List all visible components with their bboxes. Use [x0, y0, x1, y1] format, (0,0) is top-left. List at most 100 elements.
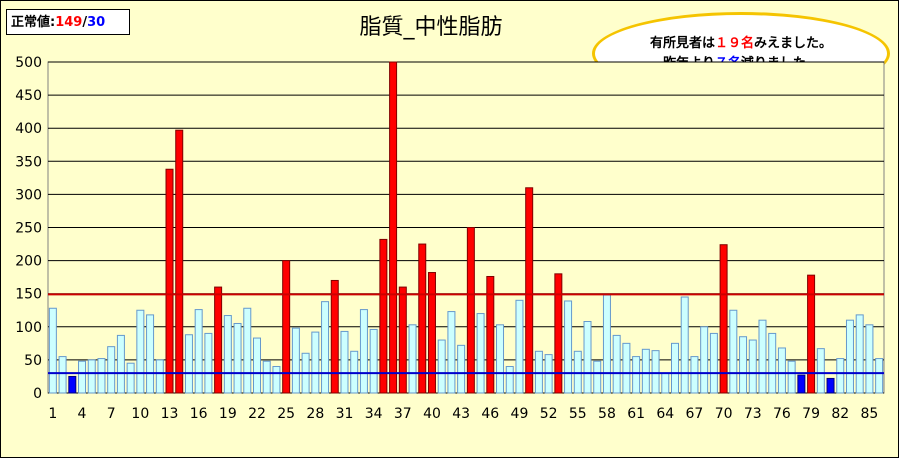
bar-high	[418, 243, 427, 394]
bar-normal	[194, 309, 203, 394]
bar-high	[282, 260, 291, 394]
bar-normal	[777, 347, 786, 394]
x-tick-label: 52	[540, 406, 558, 422]
bar-normal	[321, 301, 330, 394]
x-tick-label: 70	[715, 406, 733, 422]
bar-normal	[48, 307, 57, 394]
y-tick-label: 50	[24, 353, 42, 369]
bar-high	[165, 168, 174, 394]
bar-normal	[204, 332, 213, 394]
x-tick-label: 31	[336, 406, 354, 422]
bar-normal	[291, 327, 300, 394]
bar-normal	[311, 331, 320, 394]
bar-normal	[748, 339, 757, 394]
bar-normal	[690, 356, 699, 394]
y-tick-label: 500	[15, 55, 42, 71]
bar-normal	[612, 334, 621, 394]
x-tick-label: 16	[190, 406, 208, 422]
chart-title: 脂質_中性脂肪	[359, 15, 503, 40]
bar-high	[330, 279, 339, 394]
bar-normal	[680, 296, 689, 394]
y-tick-label: 250	[15, 221, 42, 237]
x-tick-label: 37	[394, 406, 412, 422]
y-tick-label: 400	[15, 121, 42, 137]
bar-normal	[116, 334, 125, 394]
bar-normal	[739, 336, 748, 394]
bar-normal	[671, 342, 679, 394]
normal-range-box: 正常値:149/30	[6, 9, 130, 35]
bar-normal	[622, 342, 631, 394]
y-tick-label: 150	[15, 287, 42, 303]
bar-high	[379, 238, 388, 394]
x-tick-label: 28	[306, 406, 324, 422]
y-tick-label: 200	[15, 254, 42, 270]
bar-normal	[340, 330, 349, 394]
bar-high	[214, 286, 223, 394]
y-tick-label: 300	[15, 187, 42, 203]
bar-high	[525, 187, 534, 394]
bar-normal	[602, 294, 611, 394]
bar-normal	[768, 332, 777, 394]
bar-normal	[223, 315, 232, 394]
bar-normal	[437, 339, 446, 394]
bar-normal	[253, 337, 261, 394]
bar-high	[807, 274, 816, 394]
y-tick-label: 0	[33, 386, 42, 402]
bar-normal	[651, 350, 660, 394]
bar-high	[719, 244, 728, 394]
bar-normal	[457, 344, 466, 394]
y-tick-label: 450	[15, 88, 42, 104]
bar-normal	[262, 360, 271, 394]
bar-normal	[126, 362, 135, 394]
bar-normal	[632, 356, 641, 394]
bar-normal	[700, 326, 709, 394]
x-tick-label: 40	[423, 406, 441, 422]
bar-low	[797, 374, 806, 394]
x-tick-label: 76	[773, 406, 791, 422]
bar-normal	[369, 328, 378, 394]
bar-high	[486, 275, 495, 394]
bar-normal	[816, 348, 825, 394]
x-tick-label: 13	[161, 406, 179, 422]
bar-normal	[496, 324, 505, 394]
bar-normal	[243, 307, 252, 394]
bar-normal	[593, 360, 602, 394]
bar-normal	[476, 313, 485, 394]
normal-lower-value: 30	[87, 15, 106, 30]
bar-normal	[875, 358, 884, 394]
x-tick-label: 34	[365, 406, 383, 422]
bar-normal	[447, 311, 456, 394]
bar-normal	[155, 359, 164, 394]
bar-normal	[505, 366, 514, 394]
comment-line-1-suffix: みえました。	[754, 36, 833, 51]
x-tick-label: 25	[277, 406, 295, 422]
x-tick-label: 19	[219, 406, 237, 422]
x-tick-label: 61	[627, 406, 645, 422]
x-tick-label: 64	[656, 406, 674, 422]
x-tick-label: 79	[802, 406, 820, 422]
bar-high	[389, 61, 398, 394]
x-tick-label: 43	[452, 406, 470, 422]
x-tick-label: 55	[569, 406, 587, 422]
x-tick-label: 73	[744, 406, 762, 422]
bar-normal	[787, 360, 796, 394]
bar-normal	[855, 314, 864, 394]
bar-high	[175, 129, 184, 394]
bar-low	[68, 375, 77, 394]
bar-normal	[107, 346, 116, 394]
bar-normal	[233, 322, 242, 394]
bar-high	[554, 273, 563, 394]
x-tick-label: 85	[861, 406, 879, 422]
bar-normal	[78, 360, 87, 394]
bar-normal	[146, 314, 155, 394]
bar-high	[427, 272, 436, 394]
bar-normal	[661, 372, 670, 394]
bar-normal	[58, 356, 67, 394]
bar-normal	[865, 324, 874, 394]
y-tick-label: 350	[15, 154, 42, 170]
bar-normal	[845, 319, 854, 394]
normal-upper-value: 149	[55, 15, 83, 30]
bar-normal	[729, 309, 738, 394]
x-tick-label: 82	[831, 406, 849, 422]
